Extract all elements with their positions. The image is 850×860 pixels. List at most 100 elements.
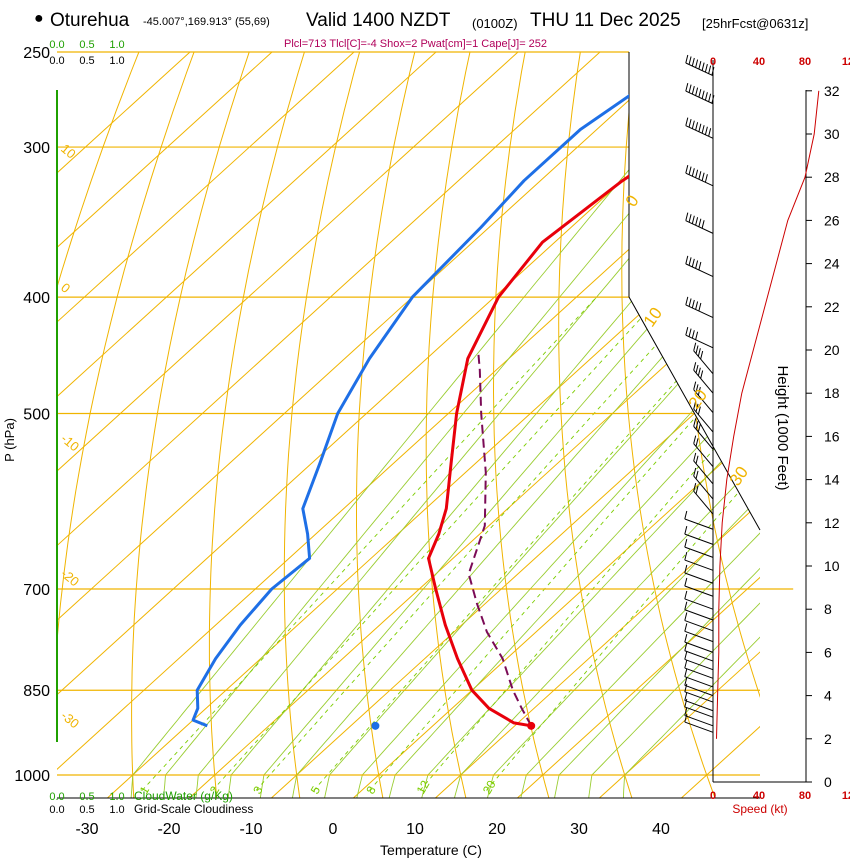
- wind-barb-feather: [685, 82, 689, 92]
- wind-barb: [684, 564, 714, 584]
- wind-barb-feather: [691, 120, 695, 129]
- dry-adiabat-line: [621, 52, 722, 798]
- wind-barb: [693, 435, 714, 467]
- dry-adiabat-label: -10: [58, 431, 82, 455]
- wind-barb-feather: [684, 564, 688, 574]
- wind-barb: [684, 692, 714, 712]
- cloudiness-tick-top: 0.5: [79, 55, 94, 67]
- wind-barb-feather: [691, 258, 695, 268]
- isotherm-line: [681, 774, 708, 798]
- isotherm-line: [378, 52, 760, 776]
- cloudiness-tick-top: 1.0: [109, 55, 124, 67]
- wind-barb: [684, 623, 714, 643]
- moist-adiabat-line: [320, 52, 760, 798]
- utc-time: (0100Z): [472, 16, 518, 31]
- height-tick-label: 26: [824, 212, 840, 228]
- wind-barb-feather: [685, 327, 689, 336]
- station-dot: ●: [34, 10, 44, 27]
- wind-barb-feather: [700, 370, 704, 379]
- isotherm-line: [57, 52, 437, 776]
- isotherm-line: [542, 52, 760, 776]
- wind-barb-staff: [684, 658, 714, 671]
- temperature-tick-label: -30: [75, 821, 98, 838]
- mixing-ratio-line: [313, 296, 752, 791]
- wind-barb-feather: [697, 387, 701, 396]
- wind-barb-feather: [695, 87, 699, 96]
- speed-label: Speed (kt): [732, 802, 787, 816]
- wind-barb-staff: [684, 684, 714, 697]
- wind-barb-feather: [684, 590, 688, 600]
- wind-barb-feather: [695, 345, 699, 354]
- wind-barb-staff: [684, 598, 714, 610]
- temperature-tick-label: 30: [570, 821, 588, 838]
- wind-barb-feather: [693, 483, 697, 492]
- wind-barb-feather: [695, 438, 699, 447]
- wind-barb: [685, 296, 714, 319]
- wind-barb: [693, 400, 714, 433]
- wind-barb-feather: [697, 367, 701, 376]
- wind-barb-feather: [701, 220, 705, 229]
- moist-adiabat-line: [449, 52, 760, 798]
- wind-barb: [693, 342, 714, 375]
- pressure-tick-label: 400: [23, 290, 50, 307]
- temperature-tick-label: 20: [488, 821, 506, 838]
- wind-barb-feather: [695, 260, 699, 269]
- wind-barb-feather: [695, 122, 699, 131]
- wind-barb-feather: [701, 62, 705, 71]
- wind-barb: [684, 538, 714, 558]
- wind-barb-feather: [684, 698, 688, 708]
- pressure-tick-label: 1000: [14, 768, 50, 785]
- wind-barb-feather: [688, 257, 692, 266]
- parcel-line: [467, 352, 533, 727]
- height-tick-label: 2: [824, 731, 832, 747]
- wind-barb-feather: [684, 538, 688, 548]
- moist-adiabat-line: [384, 52, 760, 798]
- speed-tick-top: 80: [799, 56, 811, 68]
- wind-barb-feather: [698, 171, 702, 180]
- wind-barb-feather: [684, 551, 688, 561]
- wind-barb-feather: [695, 470, 699, 479]
- dry-adiabat-line: [558, 52, 639, 798]
- surface-temperature-dot: [527, 721, 536, 730]
- wind-barb-feather: [695, 301, 699, 310]
- height-tick-label: 18: [824, 385, 840, 401]
- wind-barb-staff: [684, 721, 714, 733]
- mixing-ratio-line: [486, 296, 760, 791]
- wind-barb: [684, 526, 714, 545]
- wind-barb-staff: [684, 518, 714, 530]
- mixing-ratio-label: 12: [414, 778, 433, 797]
- wind-barb-feather: [695, 403, 699, 412]
- temperature-tick-label: -20: [157, 821, 180, 838]
- cloudiness-label: Grid-Scale Cloudiness: [134, 802, 253, 816]
- wind-barb-staff: [684, 691, 714, 703]
- cloudwater-tick-bottom: 0.0: [49, 791, 64, 803]
- wind-barb: [685, 117, 714, 139]
- cloudwater-tick-top: 1.0: [109, 39, 124, 51]
- wind-barb: [693, 483, 714, 515]
- valid-time: Valid 1400 NZDT: [306, 10, 451, 31]
- wind-barb-feather: [693, 342, 697, 351]
- wind-barb-staff: [684, 715, 714, 727]
- wind-barb-feather: [695, 169, 699, 178]
- wind-barb-staff: [693, 389, 714, 413]
- wind-barb: [684, 668, 714, 688]
- x-axis-label: Temperature (C): [380, 842, 482, 858]
- forecast-run: [25hrFcst@0631z]: [702, 16, 809, 31]
- isotherm-line: [624, 52, 760, 776]
- wind-barb-staff: [693, 408, 714, 433]
- wind-barb-staff: [684, 630, 714, 643]
- wind-barb-feather: [688, 84, 692, 93]
- wind-barb: [684, 590, 714, 610]
- wind-barb: [693, 381, 714, 413]
- wind-barb: [684, 683, 714, 703]
- pressure-tick-label: 850: [23, 683, 50, 700]
- speed-tick-bottom: 0: [710, 790, 716, 802]
- wind-barb-staff: [684, 533, 714, 545]
- speed-tick-top: 40: [753, 56, 765, 68]
- wind-barb-feather: [695, 384, 699, 393]
- speed-tick-bottom: 80: [799, 790, 811, 802]
- wind-barb-feather: [688, 328, 692, 337]
- wind-barb-feather: [711, 95, 715, 104]
- wind-barb-feather: [691, 215, 695, 224]
